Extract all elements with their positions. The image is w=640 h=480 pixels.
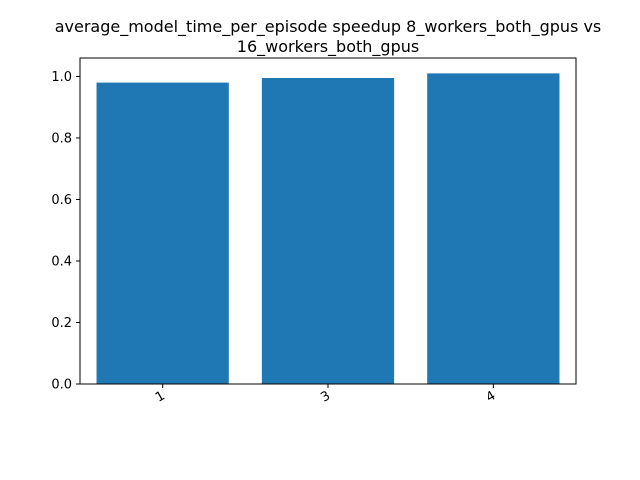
y-tick-label: 0.4: [51, 254, 72, 269]
chart-title-line-2: 16_workers_both_gpus: [237, 37, 419, 57]
bar-4: [427, 73, 560, 385]
x-tick-label: 4: [484, 388, 499, 405]
y-tick-label: 0.2: [51, 316, 72, 331]
y-axis: 0.0 0.2 0.4 0.6 0.8 1.0: [51, 70, 80, 393]
y-tick-label: 1.0: [51, 70, 72, 85]
x-tick-label: 3: [318, 388, 333, 405]
y-tick-label: 0.8: [51, 131, 72, 146]
bar-3: [261, 77, 395, 384]
bar-1: [96, 82, 229, 385]
bars-group: [96, 73, 560, 385]
chart-title-line-1: average_model_time_per_episode speedup 8…: [55, 17, 602, 37]
x-tick-label: 1: [153, 388, 168, 405]
plot-frame: [79, 57, 577, 385]
y-tick-label: 0.0: [51, 378, 72, 393]
x-axis: 1 3 4: [153, 384, 498, 406]
y-tick-label: 0.6: [51, 193, 72, 208]
